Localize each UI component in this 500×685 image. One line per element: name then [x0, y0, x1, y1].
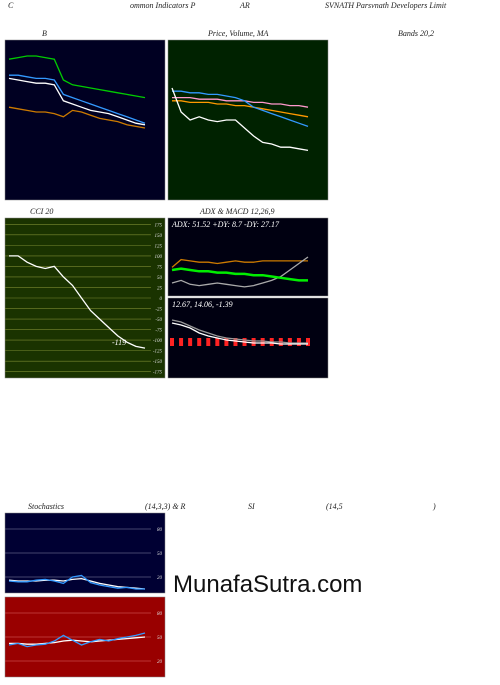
panel-label: Bands 20,2 — [398, 29, 434, 38]
watermark: MunafaSutra.com — [173, 571, 362, 598]
header-text: AR — [239, 1, 250, 10]
panel-label: Stochastics — [28, 502, 64, 511]
histogram-bar — [179, 338, 184, 346]
y-tick-label: -50 — [155, 318, 162, 323]
series-line — [172, 96, 309, 108]
histogram-bar — [296, 338, 301, 346]
series-line — [8, 77, 146, 126]
y-tick-label: -25 — [155, 308, 162, 313]
series-line — [171, 319, 308, 344]
panel-label: Price, Volume, MA — [207, 29, 269, 38]
panel-annotation: 12.67, 14.06, -1.39 — [172, 300, 233, 309]
y-tick-label: 20 — [157, 576, 163, 581]
series-line — [171, 256, 309, 288]
y-tick-label: -150 — [153, 360, 163, 365]
series-line — [172, 90, 309, 128]
y-tick-label: 80 — [157, 612, 163, 617]
panel-bg — [167, 217, 329, 297]
y-tick-label: 25 — [157, 286, 163, 291]
series-line — [171, 267, 308, 282]
panel-label: SI — [248, 502, 255, 511]
y-tick-label: -75 — [155, 329, 162, 334]
series-line — [172, 100, 309, 118]
panel-label: ) — [432, 502, 436, 511]
histogram-bar — [188, 338, 193, 346]
histogram-bar — [215, 338, 220, 346]
series-line — [8, 55, 146, 99]
y-tick-label: -100 — [153, 339, 163, 344]
header-text: C — [8, 1, 14, 10]
histogram-bar — [260, 338, 265, 346]
panel-bg — [167, 297, 329, 379]
series-line — [9, 255, 146, 349]
y-tick-label: 75 — [157, 265, 163, 270]
y-tick-label: 50 — [157, 276, 163, 281]
y-tick-label: -125 — [153, 350, 163, 355]
histogram-bar — [206, 338, 211, 346]
histogram-bar — [251, 338, 256, 346]
panel-title: CCI 20 — [30, 207, 53, 216]
panel-annotation: -119 — [112, 338, 126, 347]
y-tick-label: 175 — [155, 223, 163, 228]
y-tick-label: 100 — [155, 255, 163, 260]
y-tick-label: 125 — [155, 244, 163, 249]
series-line — [9, 74, 146, 124]
y-tick-label: -175 — [153, 371, 163, 376]
panel-bg — [4, 39, 166, 201]
histogram-bar — [287, 338, 292, 346]
histogram-bar — [306, 338, 310, 346]
y-tick-label: 0 — [160, 297, 163, 302]
y-tick-label: 50 — [157, 552, 163, 557]
histogram-bar — [233, 338, 238, 346]
y-tick-label: 50 — [157, 636, 163, 641]
panel-label: (14,3,3) & R — [145, 502, 186, 511]
panel-bg — [167, 39, 329, 201]
panel-title: ADX & MACD 12,26,9 — [199, 207, 274, 216]
series-line — [9, 636, 146, 645]
header-text: ommon Indicators P — [130, 1, 195, 10]
histogram-bar — [170, 338, 174, 346]
series-line — [171, 258, 308, 268]
histogram-bar — [197, 338, 202, 346]
panel-annotation: ADX: 51.52 +DY: 8.7 -DY: 27.17 — [171, 220, 280, 229]
series-line — [8, 632, 146, 648]
panel-label: B — [42, 29, 47, 38]
series-line — [171, 322, 308, 345]
panel-label: (14,5 — [326, 502, 343, 511]
header-text: SVNATH Parsvnath Developers Limit — [325, 1, 447, 10]
histogram-bar — [224, 338, 229, 346]
series-line — [8, 106, 146, 129]
series-line — [8, 574, 145, 590]
series-line — [171, 87, 309, 152]
y-tick-label: 20 — [157, 660, 163, 665]
y-tick-label: 80 — [157, 528, 163, 533]
y-tick-label: 150 — [155, 234, 163, 239]
